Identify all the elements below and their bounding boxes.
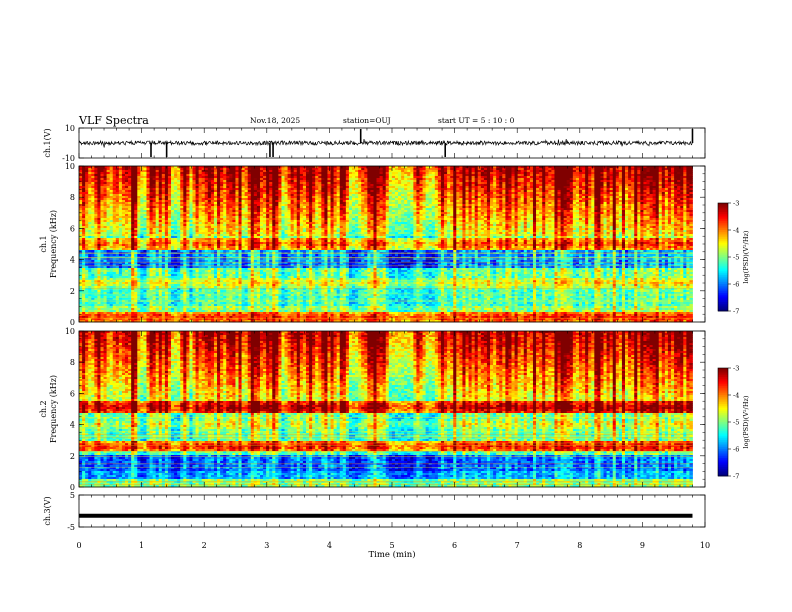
ch1-trace bbox=[79, 139, 692, 147]
y-axis-label: ch.1(V) bbox=[43, 128, 52, 157]
spectrogram-2 bbox=[79, 166, 693, 322]
waveform-1 bbox=[79, 129, 692, 157]
y-tick-label: 10 bbox=[65, 124, 75, 133]
